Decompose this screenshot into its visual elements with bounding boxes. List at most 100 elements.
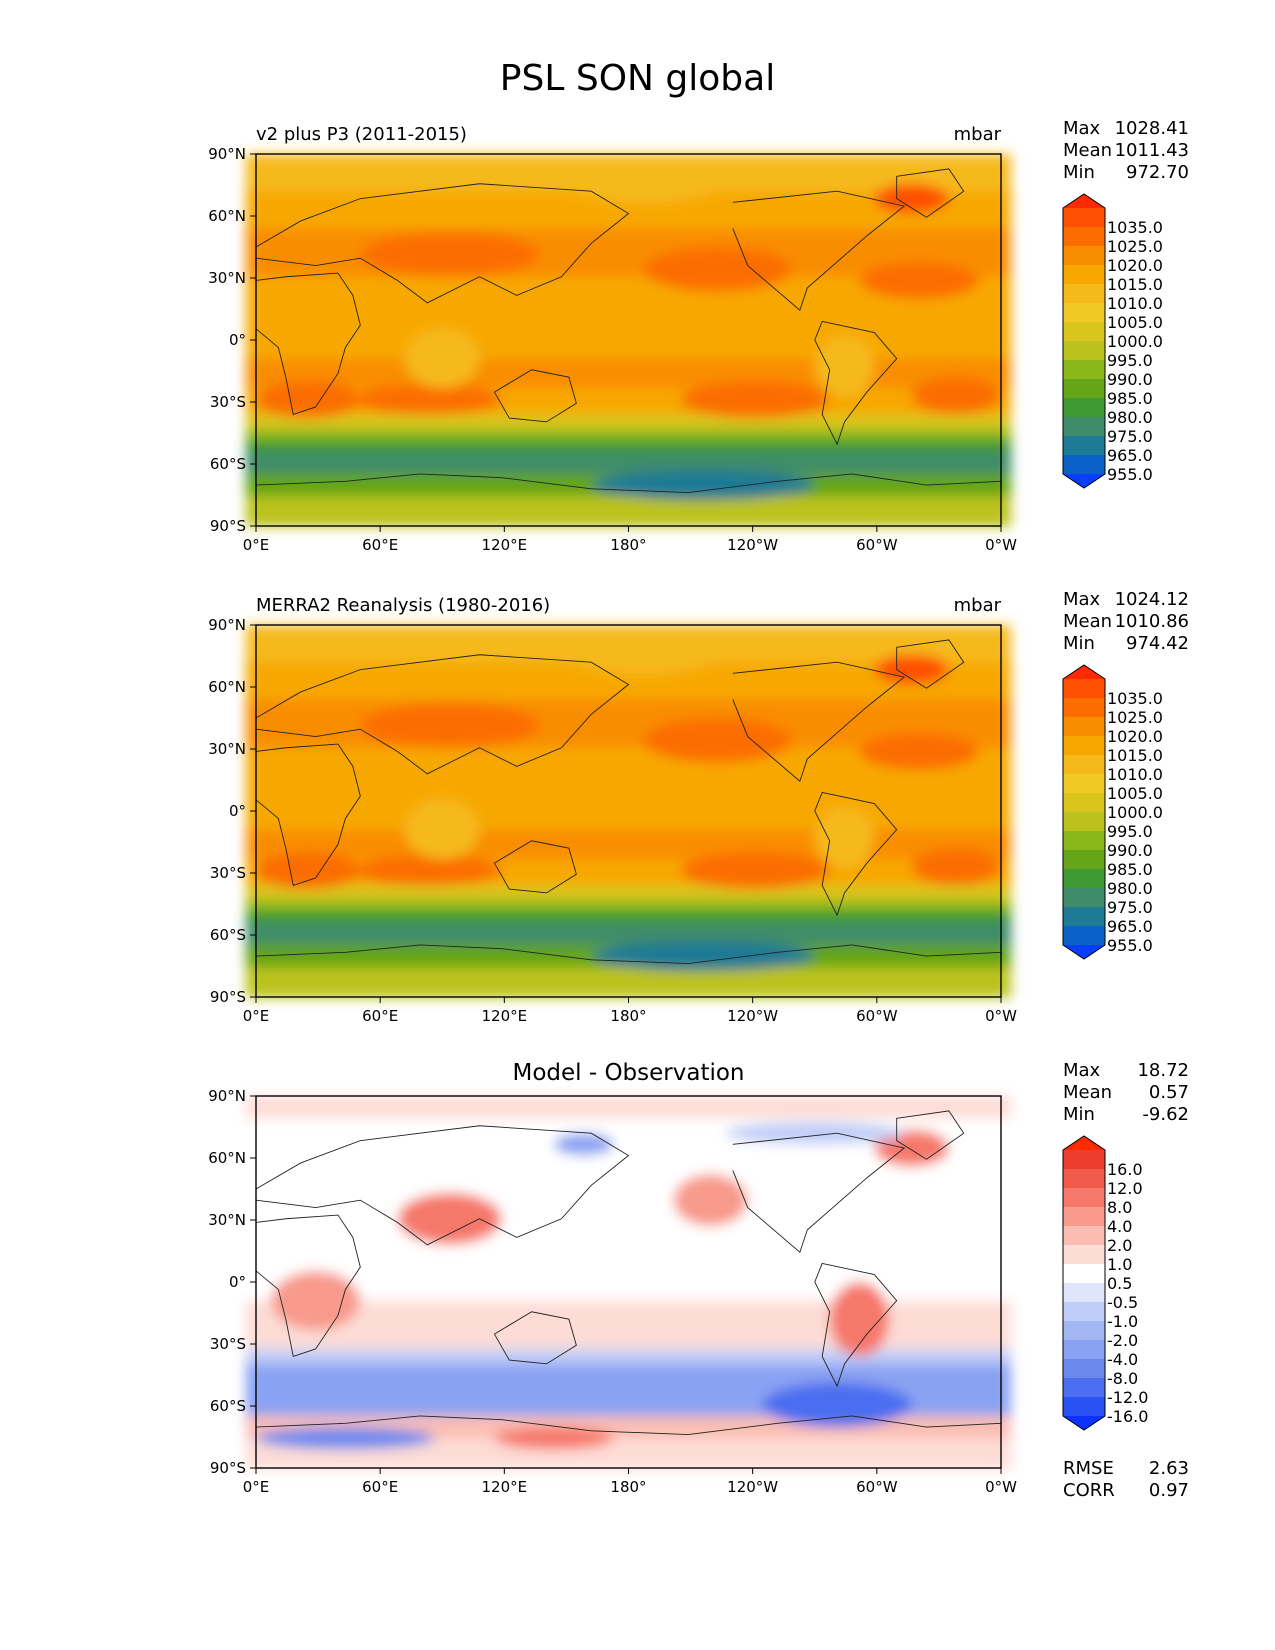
lon-tick-label: 60°E bbox=[362, 1007, 399, 1025]
colorbar-level-label: 1015.0 bbox=[1107, 746, 1163, 765]
colorbar-level-label: 985.0 bbox=[1107, 389, 1153, 408]
stat-name: Max bbox=[1063, 118, 1101, 139]
colorbar-level-label: 1025.0 bbox=[1107, 708, 1163, 727]
field-anomaly bbox=[352, 855, 502, 886]
colorbar-segment bbox=[1063, 1283, 1105, 1303]
lon-tick-label: 120°E bbox=[481, 1007, 528, 1025]
colorbar-outline bbox=[1062, 664, 1106, 960]
field-band bbox=[246, 429, 1011, 442]
panel-units: mbar bbox=[953, 595, 1001, 616]
colorbar-segment bbox=[1063, 379, 1105, 399]
field-anomaly bbox=[397, 1192, 502, 1245]
coastline bbox=[255, 654, 630, 775]
colorbar-segment bbox=[1063, 227, 1105, 247]
field-anomaly bbox=[859, 732, 979, 771]
colorbar-level-label: 1035.0 bbox=[1107, 218, 1163, 237]
stat-name: Max bbox=[1063, 589, 1101, 610]
colorbar-segment bbox=[1063, 436, 1105, 456]
map-plot bbox=[246, 153, 1011, 532]
lon-tick-label: 180° bbox=[610, 1478, 647, 1496]
colorbar-level-label: 975.0 bbox=[1107, 898, 1153, 917]
lon-tick-label: 0°E bbox=[242, 1478, 270, 1496]
colorbar-level-label: 8.0 bbox=[1107, 1198, 1133, 1217]
coastline bbox=[493, 1311, 577, 1365]
colorbar-segment bbox=[1063, 1264, 1105, 1284]
field-anomaly bbox=[874, 654, 949, 685]
colorbar-level-label: -4.0 bbox=[1107, 1350, 1139, 1369]
field-anomaly bbox=[591, 470, 815, 500]
field-anomaly bbox=[568, 165, 718, 203]
colorbar-segment bbox=[1063, 417, 1105, 437]
colorbar-extend-max bbox=[1063, 194, 1105, 208]
field-anomaly bbox=[643, 247, 793, 292]
colorbar-level-label: 1000.0 bbox=[1107, 803, 1163, 822]
colorbar-level-label: -2.0 bbox=[1107, 1331, 1139, 1350]
colorbar-level-label: 1035.0 bbox=[1107, 689, 1163, 708]
lat-tick-label: 60°S bbox=[209, 926, 246, 944]
lat-tick-label: 90°N bbox=[208, 1087, 246, 1105]
coastline bbox=[493, 369, 577, 423]
colorbar-segment bbox=[1063, 812, 1105, 832]
field-contours bbox=[246, 1096, 1011, 1469]
colorbar-segment bbox=[1063, 850, 1105, 870]
field-band bbox=[246, 1226, 1011, 1302]
colorbar-segment bbox=[1063, 284, 1105, 304]
colorbar-segment bbox=[1063, 1150, 1105, 1170]
field-anomaly bbox=[352, 384, 502, 415]
lon-tick-label: 0°W bbox=[985, 1478, 1017, 1496]
coastlines bbox=[255, 1110, 1002, 1435]
coastline bbox=[814, 1262, 898, 1388]
field-anomaly bbox=[568, 636, 718, 674]
colorbar-segment bbox=[1063, 793, 1105, 813]
colorbar-segment bbox=[1063, 1378, 1105, 1398]
lat-tick-label: 60°N bbox=[208, 207, 246, 225]
colorbar-segment bbox=[1063, 1302, 1105, 1322]
colorbar-level-label: 1010.0 bbox=[1107, 294, 1163, 313]
colorbar-extend-min bbox=[1063, 1416, 1105, 1430]
colorbar-level-label: 980.0 bbox=[1107, 879, 1153, 898]
lat-tick-label: 60°S bbox=[209, 1397, 246, 1415]
coastlines bbox=[255, 639, 1002, 964]
stat-name: Min bbox=[1063, 633, 1095, 654]
colorbar-segment bbox=[1063, 208, 1105, 228]
coastline bbox=[255, 743, 361, 886]
lat-tick-label: 60°N bbox=[208, 678, 246, 696]
colorbar-outline bbox=[1062, 1135, 1106, 1431]
lon-tick-label: 180° bbox=[610, 1007, 647, 1025]
lat-tick-label: 30°N bbox=[208, 269, 246, 287]
colorbar-level-label: 1005.0 bbox=[1107, 784, 1163, 803]
colorbar-level-label: -16.0 bbox=[1107, 1407, 1149, 1426]
coastline bbox=[255, 473, 1002, 493]
colorbar-level-label: 1005.0 bbox=[1107, 313, 1163, 332]
colorbar-level-label: 985.0 bbox=[1107, 860, 1153, 879]
colorbar-level-label: 0.5 bbox=[1107, 1274, 1133, 1293]
colorbar-level-label: 965.0 bbox=[1107, 917, 1153, 936]
colorbar-segment bbox=[1063, 907, 1105, 927]
colorbar-extend-max bbox=[1063, 665, 1105, 679]
colorbar-extend-min bbox=[1063, 945, 1105, 959]
coastline bbox=[814, 791, 898, 917]
lon-tick-label: 180° bbox=[610, 536, 647, 554]
lat-tick-label: 0° bbox=[228, 1273, 246, 1291]
colorbar-segment bbox=[1063, 1188, 1105, 1208]
stat-value: 1028.41 bbox=[1114, 118, 1189, 139]
lon-tick-label: 0°E bbox=[242, 1007, 270, 1025]
lon-tick-label: 60°E bbox=[362, 1478, 399, 1496]
lon-tick-label: 120°E bbox=[481, 1478, 528, 1496]
coastline bbox=[255, 183, 630, 304]
coastline bbox=[732, 1132, 906, 1254]
coastline bbox=[493, 840, 577, 894]
stat-value: 1011.43 bbox=[1114, 140, 1189, 161]
coastline bbox=[255, 1125, 630, 1246]
panel-title: Model - Observation bbox=[512, 1060, 745, 1086]
colorbar-segment bbox=[1063, 1359, 1105, 1379]
stat-name: Mean bbox=[1063, 611, 1113, 632]
colorbar-segment bbox=[1063, 1207, 1105, 1227]
colorbar-level-label: -8.0 bbox=[1107, 1369, 1139, 1388]
stat-name: Mean bbox=[1063, 140, 1113, 161]
stat-value: 972.70 bbox=[1126, 162, 1189, 183]
colorbar-extend-max bbox=[1063, 1136, 1105, 1150]
colorbar-segment bbox=[1063, 1169, 1105, 1189]
field-band bbox=[246, 829, 1011, 861]
lon-tick-label: 0°W bbox=[985, 536, 1017, 554]
